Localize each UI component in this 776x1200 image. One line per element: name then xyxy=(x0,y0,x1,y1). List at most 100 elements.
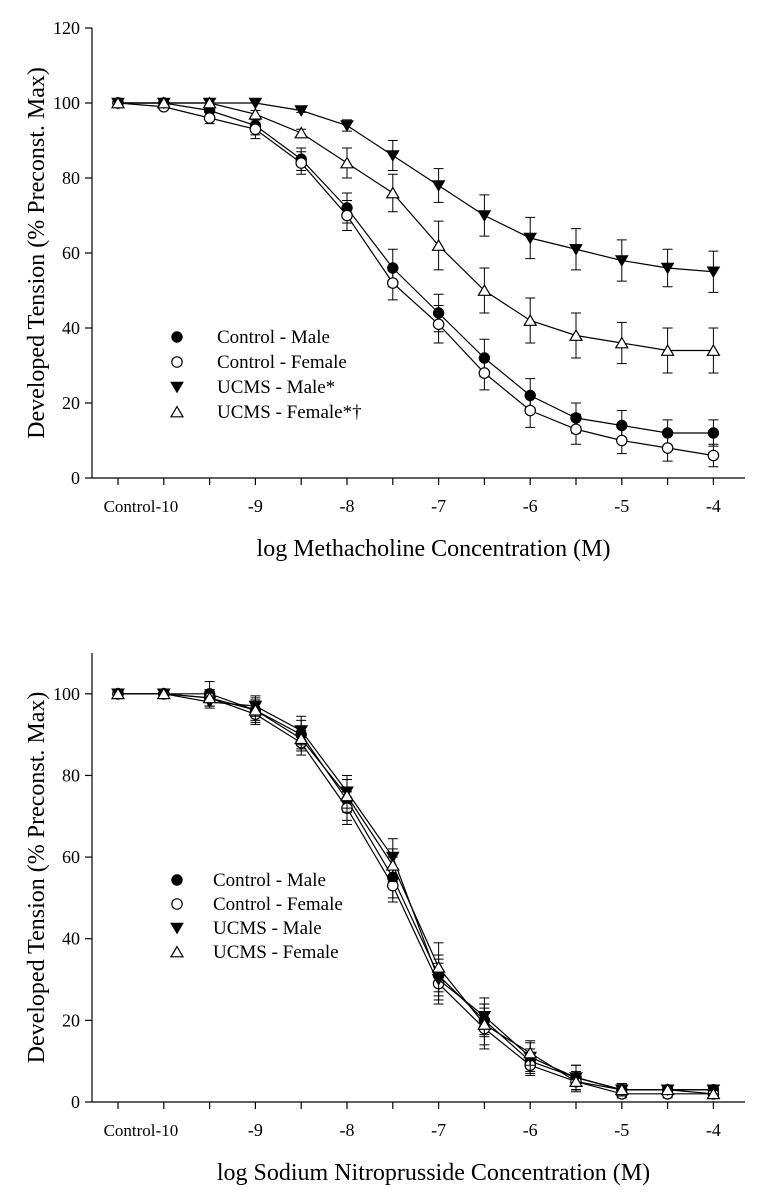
legend-label: Control - Female xyxy=(217,352,347,373)
y-axis-title: Developed Tension (% Preconst. Max) xyxy=(24,67,50,439)
x-tick-label: -5 xyxy=(614,1120,629,1140)
x-tick-label: -7 xyxy=(431,1120,446,1140)
x-tick-label: -9 xyxy=(248,496,263,516)
data-point xyxy=(615,434,628,447)
y-tick-label: 60 xyxy=(62,243,80,263)
legend-symbol xyxy=(170,381,184,394)
data-point xyxy=(569,243,583,256)
data-point xyxy=(707,449,720,462)
legend-symbol xyxy=(171,356,183,368)
data-point xyxy=(706,266,721,279)
series-line xyxy=(118,102,714,434)
x-tick-label: -5 xyxy=(614,496,629,516)
series-control-male xyxy=(112,681,720,1097)
y-tick-label: 80 xyxy=(62,765,80,785)
x-tick-label: -6 xyxy=(523,496,538,516)
series-line xyxy=(118,102,714,352)
series-line xyxy=(118,102,714,273)
data-point xyxy=(248,97,263,110)
data-point xyxy=(385,858,400,871)
legend-symbol xyxy=(171,874,183,886)
y-tick-label: 100 xyxy=(53,684,80,704)
legend-symbol xyxy=(171,331,183,343)
series-control-male xyxy=(112,97,720,447)
legend: Control - Male Control - Female UCMS - Mal… xyxy=(169,327,362,423)
legend-label: UCMS - Female*† xyxy=(217,402,362,423)
data-point xyxy=(432,318,445,331)
data-point xyxy=(570,423,582,436)
legend-symbol xyxy=(170,922,184,935)
series-control-female xyxy=(112,688,720,1100)
series-line xyxy=(118,693,714,1091)
data-point xyxy=(294,126,309,139)
series-line xyxy=(118,693,714,1095)
y-tick-label: 80 xyxy=(62,168,80,188)
legend-label: UCMS - Female xyxy=(213,942,339,963)
data-point xyxy=(341,209,353,222)
data-point xyxy=(707,427,720,439)
x-tick-label-control-10: Control-10 xyxy=(104,497,179,516)
data-point xyxy=(660,1083,675,1096)
x-tick-label: -6 xyxy=(523,1120,538,1140)
legend-symbol xyxy=(169,945,185,958)
data-point xyxy=(339,789,355,802)
x-tick-label: -7 xyxy=(431,496,446,516)
x-tick-label: -4 xyxy=(706,496,721,516)
series-ucms-male xyxy=(111,688,721,1097)
data-point xyxy=(294,732,309,745)
data-point xyxy=(202,96,217,109)
legend-symbol xyxy=(171,898,183,910)
data-point xyxy=(202,691,217,704)
series-ucms-female xyxy=(110,687,721,1100)
legend-label: Control - Male xyxy=(213,870,326,891)
data-point xyxy=(614,336,629,349)
data-point xyxy=(156,687,171,700)
chart-2: 0 20 40 60 80 100 Control-10 -9 -8 -7 -6 -5 -4 log So… xyxy=(24,653,745,1186)
data-point xyxy=(110,96,126,109)
y-tick-label: 60 xyxy=(62,847,80,867)
x-tick-label: Control xyxy=(104,497,156,516)
y-tick-label: 40 xyxy=(62,929,80,949)
data-point xyxy=(386,277,399,289)
data-point xyxy=(524,404,536,417)
series-ucms-female- xyxy=(110,96,721,374)
x-tick-label: -8 xyxy=(340,496,355,516)
legend: Control - Male Control - Female UCMS - Mal… xyxy=(169,870,343,963)
data-point xyxy=(339,156,355,169)
series-control-female xyxy=(112,97,720,468)
data-point xyxy=(660,343,675,356)
data-point xyxy=(248,703,263,716)
series-ucms-male- xyxy=(111,97,721,293)
legend-symbol xyxy=(169,405,185,418)
x-tick-label: Control xyxy=(104,1121,156,1140)
data-point xyxy=(706,1087,721,1100)
data-point xyxy=(248,107,263,120)
series-line xyxy=(118,693,714,1095)
data-point xyxy=(568,328,584,341)
x-tick-label: -4 xyxy=(706,1120,721,1140)
data-point xyxy=(523,313,538,326)
legend-label: Control - Female xyxy=(213,894,343,915)
y-tick-label: 20 xyxy=(62,393,80,413)
data-point xyxy=(295,157,307,169)
data-point xyxy=(431,960,446,973)
y-tick-label: 0 xyxy=(71,1092,80,1112)
data-point xyxy=(203,112,216,124)
data-point xyxy=(385,150,400,162)
data-point xyxy=(661,442,674,454)
data-point xyxy=(431,238,446,251)
data-point xyxy=(660,262,675,275)
x-tick-label: -8 xyxy=(340,1120,355,1140)
y-tick-label: 0 xyxy=(71,468,80,488)
data-point xyxy=(431,180,446,192)
legend-label: Control - Male xyxy=(217,327,330,348)
y-tick-label: 40 xyxy=(62,318,80,338)
data-point xyxy=(249,123,262,136)
x-axis-title: log Sodium Nitroprusside Concentration (… xyxy=(217,1160,650,1186)
x-tick-label: -9 xyxy=(248,1120,263,1140)
data-point xyxy=(478,367,491,379)
x-tick-label-control-10: Control-10 xyxy=(104,1121,179,1140)
data-point xyxy=(477,210,492,222)
data-point xyxy=(477,1017,492,1030)
